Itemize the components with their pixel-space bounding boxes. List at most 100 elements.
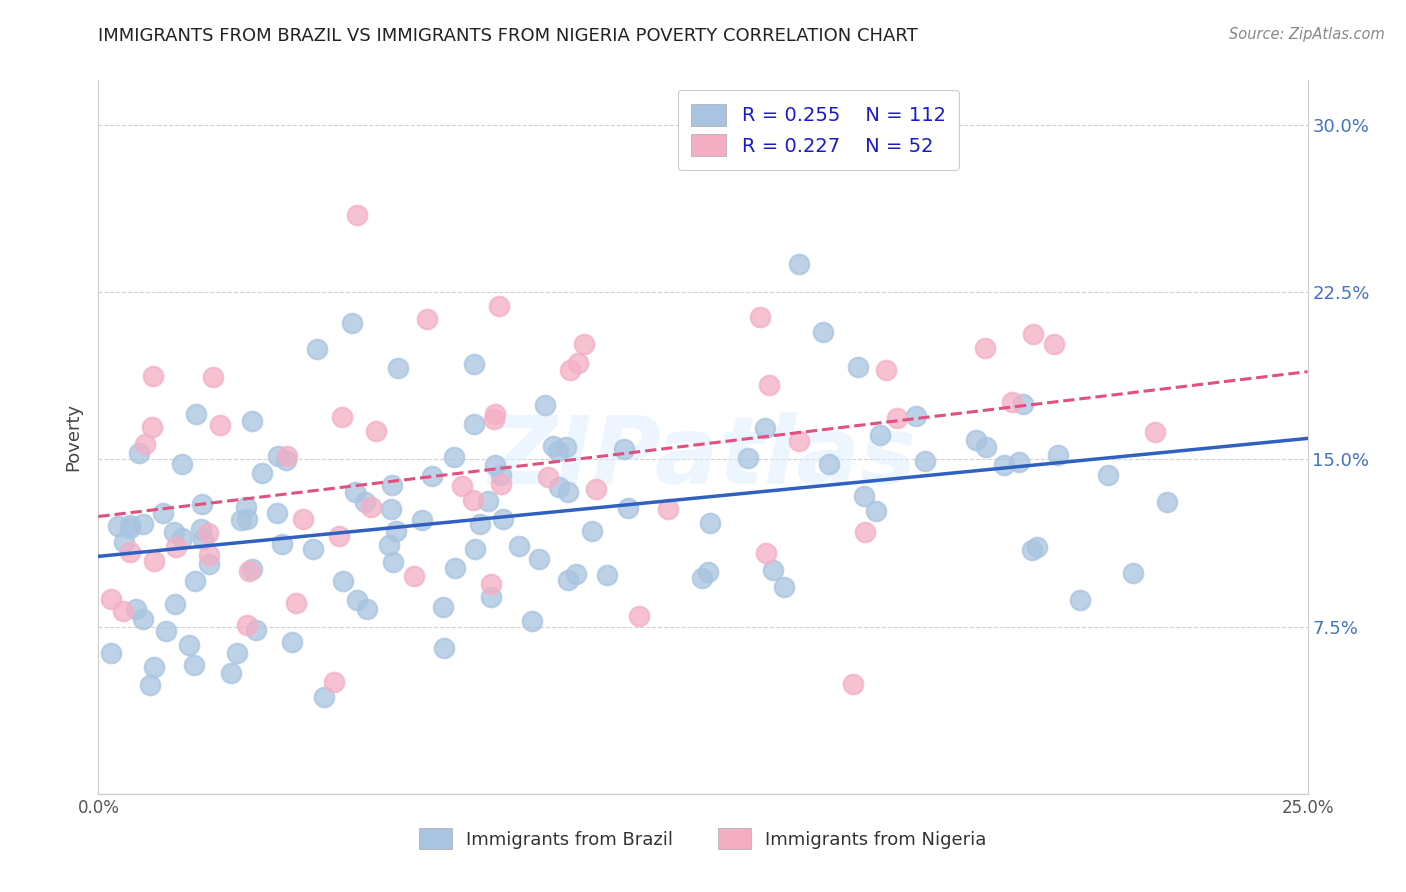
Point bbox=[1097, 468, 1119, 483]
Text: Source: ZipAtlas.com: Source: ZipAtlas.com bbox=[1229, 27, 1385, 42]
Point bbox=[340, 316, 363, 330]
Point bbox=[266, 506, 288, 520]
Point bbox=[627, 608, 650, 623]
Point bbox=[547, 480, 569, 494]
Point bbox=[492, 512, 515, 526]
Point bbox=[484, 407, 506, 421]
Point bbox=[762, 563, 785, 577]
Point bbox=[1122, 566, 1144, 580]
Point bbox=[100, 646, 122, 660]
Point bbox=[208, 417, 231, 432]
Point bbox=[787, 434, 810, 448]
Point bbox=[1026, 540, 1049, 554]
Point bbox=[191, 497, 214, 511]
Point bbox=[817, 457, 839, 471]
Point bbox=[305, 343, 328, 357]
Point bbox=[100, 591, 122, 606]
Point bbox=[346, 592, 368, 607]
Point bbox=[527, 552, 550, 566]
Point bbox=[107, 519, 129, 533]
Point bbox=[184, 407, 207, 421]
Point bbox=[343, 484, 366, 499]
Point bbox=[1022, 327, 1045, 342]
Point bbox=[657, 502, 679, 516]
Point bbox=[385, 524, 408, 539]
Point bbox=[330, 410, 353, 425]
Point bbox=[567, 355, 589, 369]
Point bbox=[170, 457, 193, 471]
Point bbox=[139, 678, 162, 692]
Point bbox=[543, 439, 565, 453]
Point bbox=[875, 362, 897, 376]
Point bbox=[143, 660, 166, 674]
Point bbox=[128, 446, 150, 460]
Point bbox=[274, 453, 297, 467]
Point bbox=[301, 541, 323, 556]
Point bbox=[479, 577, 502, 591]
Point bbox=[974, 440, 997, 454]
Point bbox=[416, 312, 439, 326]
Point bbox=[965, 433, 987, 447]
Point bbox=[463, 417, 485, 431]
Point bbox=[177, 638, 200, 652]
Point bbox=[479, 591, 502, 605]
Point bbox=[773, 580, 796, 594]
Point bbox=[235, 618, 257, 632]
Point bbox=[432, 600, 454, 615]
Point bbox=[488, 299, 510, 313]
Point bbox=[755, 546, 778, 560]
Point bbox=[165, 540, 187, 554]
Text: ZIPatlas: ZIPatlas bbox=[489, 412, 917, 505]
Point bbox=[1069, 593, 1091, 607]
Point bbox=[846, 359, 869, 374]
Point bbox=[489, 477, 512, 491]
Point bbox=[163, 524, 186, 539]
Point bbox=[366, 424, 388, 438]
Point bbox=[170, 531, 193, 545]
Point bbox=[581, 524, 603, 538]
Point bbox=[758, 378, 780, 392]
Point bbox=[242, 414, 264, 428]
Point bbox=[444, 561, 467, 575]
Point bbox=[231, 513, 253, 527]
Point bbox=[585, 482, 607, 496]
Point bbox=[865, 504, 887, 518]
Point bbox=[323, 675, 346, 690]
Point bbox=[225, 647, 247, 661]
Point bbox=[813, 325, 835, 339]
Point bbox=[1001, 395, 1024, 409]
Point bbox=[202, 370, 225, 384]
Point bbox=[558, 363, 581, 377]
Point bbox=[557, 574, 579, 588]
Point bbox=[292, 511, 315, 525]
Point bbox=[360, 500, 382, 514]
Point bbox=[1143, 425, 1166, 439]
Point bbox=[993, 458, 1015, 472]
Point bbox=[463, 357, 485, 371]
Point bbox=[197, 549, 219, 563]
Point bbox=[238, 564, 260, 578]
Point bbox=[378, 538, 401, 552]
Point bbox=[183, 658, 205, 673]
Point bbox=[252, 466, 274, 480]
Point bbox=[387, 361, 409, 376]
Point bbox=[402, 569, 425, 583]
Point bbox=[152, 506, 174, 520]
Point bbox=[464, 542, 486, 557]
Point bbox=[381, 478, 404, 492]
Point bbox=[155, 624, 177, 639]
Point bbox=[284, 595, 307, 609]
Point bbox=[1047, 448, 1070, 462]
Point bbox=[184, 574, 207, 588]
Point bbox=[120, 545, 142, 559]
Point bbox=[842, 676, 865, 690]
Point bbox=[482, 412, 505, 426]
Point bbox=[754, 420, 776, 434]
Point bbox=[143, 553, 166, 567]
Point bbox=[1156, 495, 1178, 509]
Point bbox=[163, 597, 186, 611]
Point bbox=[270, 537, 292, 551]
Point bbox=[477, 494, 499, 508]
Point bbox=[346, 208, 368, 222]
Point bbox=[1008, 455, 1031, 469]
